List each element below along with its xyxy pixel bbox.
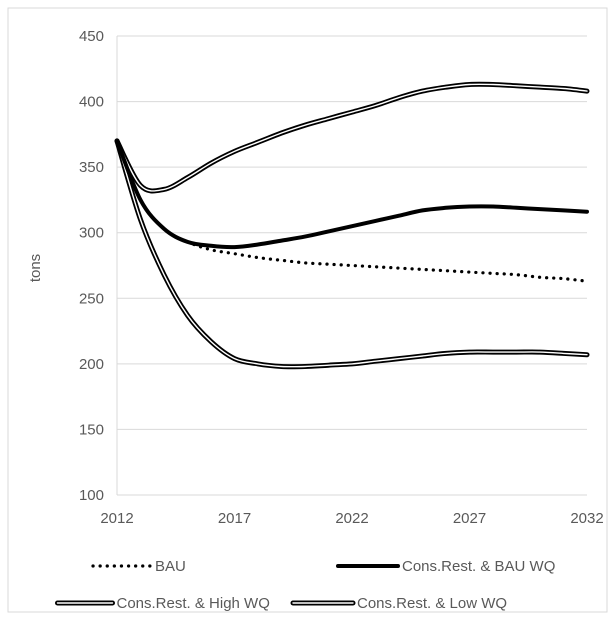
y-tick-label-350: 350 <box>79 159 104 176</box>
series-3-line-inner <box>116 140 588 368</box>
series-2-line-inner <box>116 83 588 192</box>
series-lines <box>114 81 590 370</box>
series-0 <box>115 139 589 283</box>
y-axis-title: tons <box>27 254 44 282</box>
series-2 <box>114 81 590 194</box>
y-tick-label-400: 400 <box>79 94 104 111</box>
y-tick-label-300: 300 <box>79 225 104 242</box>
y-tick-label-100: 100 <box>79 487 104 504</box>
y-tick-label-450: 450 <box>79 28 104 45</box>
x-tick-label-2027: 2027 <box>453 510 486 527</box>
legend-item-0: BAU <box>91 558 186 575</box>
series-0-line <box>115 139 589 283</box>
chart-frame <box>7 7 608 613</box>
legend: BAU Cons.Rest. & BAU WQ Cons.Rest. & High … <box>55 558 555 612</box>
legend-label-1: Cons.Rest. & BAU WQ <box>402 558 555 575</box>
x-tick-label-2022: 2022 <box>335 510 368 527</box>
axes: 100 150 200 250 300 350 400 450 2012 2017 2022 2027… <box>79 28 604 527</box>
legend-label-0: BAU <box>155 558 186 575</box>
legend-label-3: Cons.Rest. & Low WQ <box>357 595 507 612</box>
series-3 <box>114 138 590 370</box>
legend-label-2: Cons.Rest. & High WQ <box>117 595 270 612</box>
legend-item-2: Cons.Rest. & High WQ <box>55 595 270 612</box>
y-tick-label-150: 150 <box>79 421 104 438</box>
legend-item-3: Cons.Rest. & Low WQ <box>290 595 507 612</box>
y-tick-label-250: 250 <box>79 290 104 307</box>
x-tick-label-2017: 2017 <box>218 510 251 527</box>
legend-item-1: Cons.Rest. & BAU WQ <box>336 558 555 575</box>
y-tick-label-200: 200 <box>79 356 104 373</box>
x-tick-label-2032: 2032 <box>570 510 603 527</box>
x-tick-label-2012: 2012 <box>100 510 133 527</box>
